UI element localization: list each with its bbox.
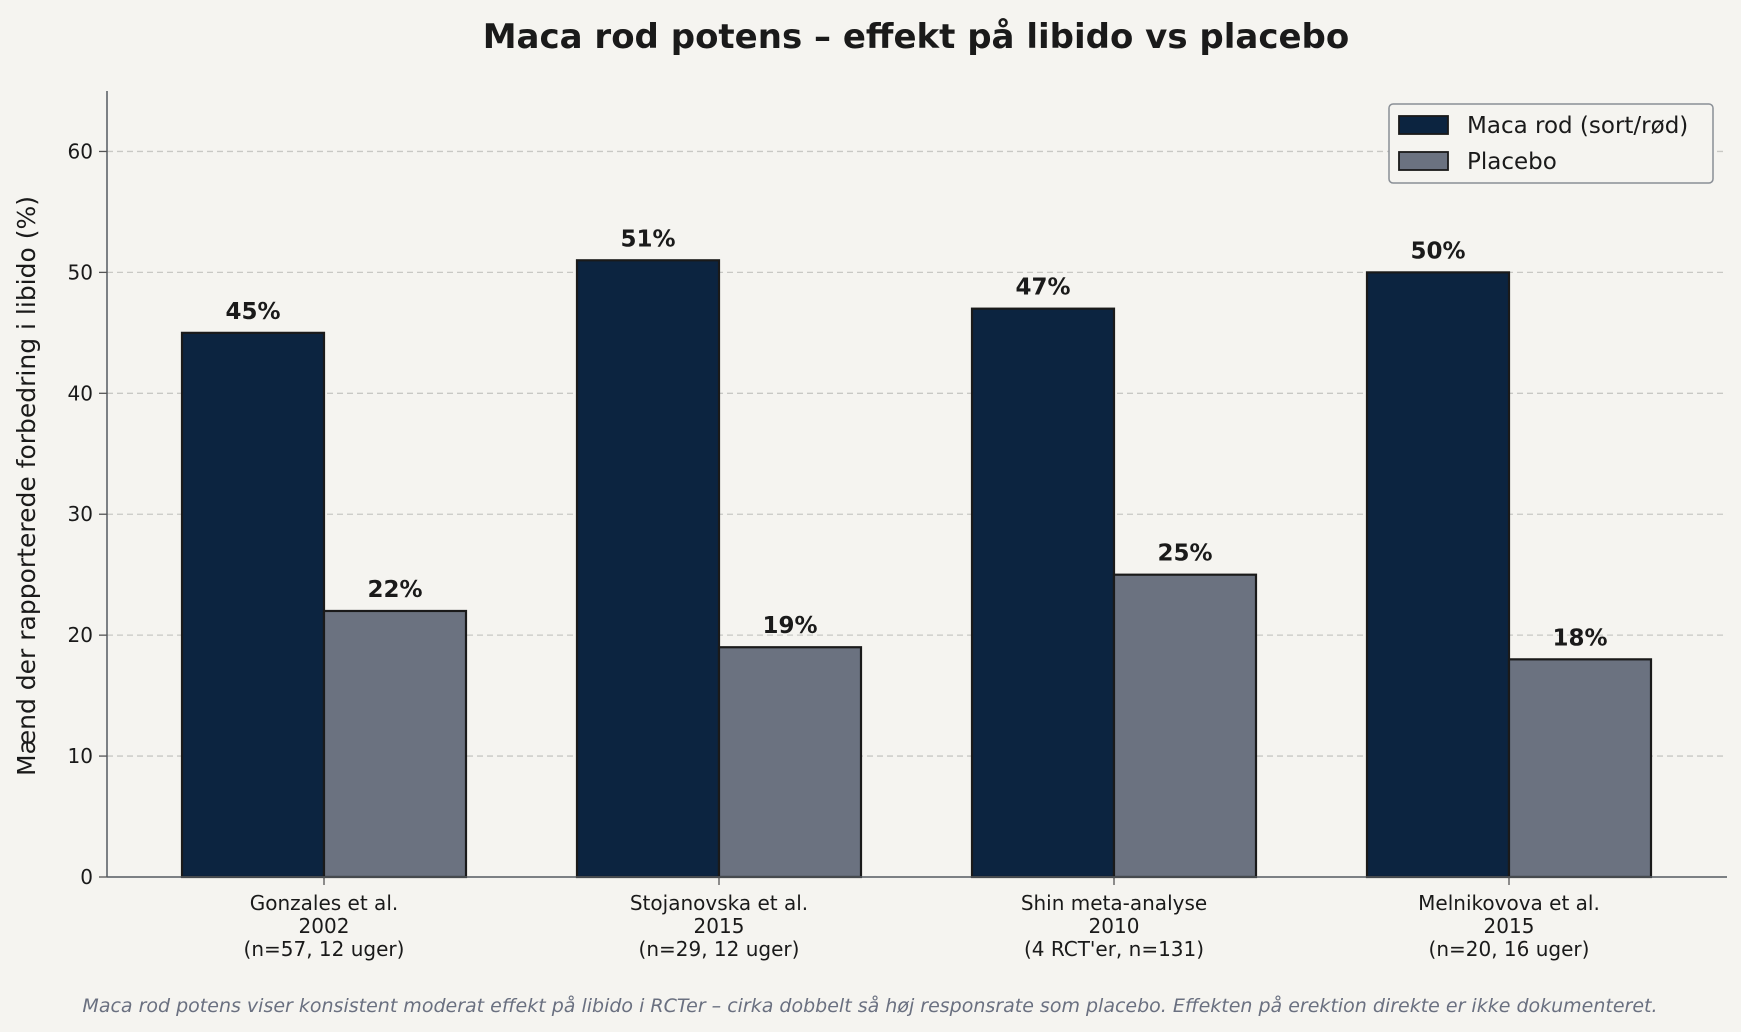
bar-maca [180, 331, 326, 879]
bar-maca [1365, 271, 1511, 879]
legend-frame [1388, 103, 1714, 184]
bar-maca [970, 307, 1116, 879]
y-tick-label: 30 [68, 502, 93, 526]
x-tick-label: (n=20, 16 uger) [1429, 937, 1590, 961]
y-tick-label: 60 [68, 139, 93, 163]
y-tick-label: 10 [68, 744, 93, 768]
bar-value-label: 18% [1552, 625, 1607, 651]
x-tick-label: 2010 [1089, 914, 1140, 938]
legend-label: Placebo [1467, 149, 1557, 175]
legend-label: Maca rod (sort/rød) [1467, 113, 1688, 139]
bar-value-label: 22% [367, 577, 422, 603]
axes [106, 91, 1727, 878]
bar-value-label: 45% [225, 299, 280, 325]
y-tick-label: 40 [68, 381, 93, 405]
y-axis-label: Mænd der rapporterede forbedring i libid… [12, 196, 41, 776]
footnote: Maca rod potens viser konsistent moderat… [82, 994, 1657, 1017]
y-tick-label: 20 [68, 623, 93, 647]
bar-maca [575, 259, 721, 879]
x-tick-label: Shin meta-analyse [1021, 891, 1207, 915]
legend: Maca rod (sort/rød) Placebo [1388, 103, 1714, 184]
legend-swatch [1398, 151, 1449, 171]
bar-placebo [322, 609, 468, 879]
x-tick-label: 2015 [694, 914, 745, 938]
x-tick-label: (n=57, 12 uger) [244, 937, 405, 961]
bar-placebo [1507, 658, 1653, 879]
x-tick-label: Melnikovova et al. [1418, 891, 1600, 915]
bar-value-label: 51% [620, 226, 675, 252]
bar-value-label: 50% [1410, 238, 1465, 264]
x-tick-label: 2015 [1484, 914, 1535, 938]
y-ticks: 0 10 20 30 40 50 60 [68, 139, 107, 889]
x-tick-label: (n=29, 12 uger) [639, 937, 800, 961]
bar-placebo [1112, 573, 1258, 879]
bar-value-label: 25% [1157, 541, 1212, 567]
x-tick-label: (4 RCT'er, n=131) [1024, 937, 1204, 961]
legend-swatch [1398, 115, 1449, 135]
chart-title: Maca rod potens – effekt på libido vs pl… [483, 17, 1350, 57]
data-labels: 45% 51% 47% 50% 22% 19% 25% 18% [225, 226, 1607, 651]
x-ticks: Gonzales et al.2002(n=57, 12 uger) Stojan… [244, 877, 1600, 961]
bars [180, 259, 1653, 879]
bar-value-label: 47% [1015, 275, 1070, 301]
y-tick-label: 0 [80, 865, 93, 889]
x-tick-label: Gonzales et al. [250, 891, 398, 915]
y-tick-label: 50 [68, 260, 93, 284]
x-tick-label: 2002 [299, 914, 350, 938]
bar-value-label: 19% [762, 613, 817, 639]
x-tick-label: Stojanovska et al. [630, 891, 808, 915]
bar-placebo [717, 646, 863, 879]
